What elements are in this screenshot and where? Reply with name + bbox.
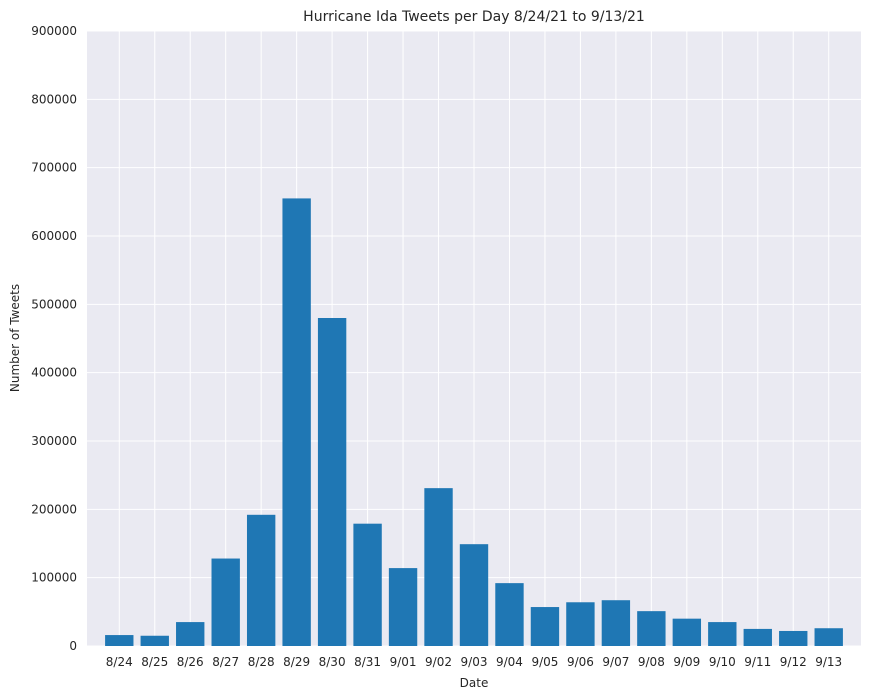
bar-8/31 bbox=[353, 523, 382, 646]
bar-8/27 bbox=[211, 558, 240, 646]
bar-8/25 bbox=[140, 635, 169, 646]
y-axis-label: Number of Tweets bbox=[8, 284, 22, 392]
y-tick-label: 500000 bbox=[31, 297, 77, 311]
y-tick-label: 200000 bbox=[31, 502, 77, 516]
x-tick-label: 9/03 bbox=[461, 655, 488, 669]
x-tick-label: 9/12 bbox=[780, 655, 807, 669]
x-tick-label: 8/29 bbox=[283, 655, 310, 669]
bar-9/09 bbox=[672, 618, 702, 646]
x-tick-label: 9/06 bbox=[567, 655, 594, 669]
x-axis-label: Date bbox=[460, 676, 489, 690]
x-tick-label: 9/11 bbox=[744, 655, 771, 669]
x-tick-label: 9/01 bbox=[390, 655, 417, 669]
x-tick-label: 8/30 bbox=[319, 655, 346, 669]
x-tick-label: 9/05 bbox=[531, 655, 558, 669]
bar-9/06 bbox=[566, 602, 595, 646]
bar-9/11 bbox=[743, 628, 772, 646]
x-tick-label: 9/09 bbox=[673, 655, 700, 669]
bar-9/02 bbox=[424, 488, 453, 646]
bar-8/30 bbox=[317, 318, 347, 646]
y-tick-label: 700000 bbox=[31, 161, 77, 175]
bar-9/08 bbox=[637, 611, 666, 646]
y-tick-label: 800000 bbox=[31, 92, 77, 106]
x-tick-label: 9/08 bbox=[638, 655, 665, 669]
x-tick-label: 8/24 bbox=[106, 655, 133, 669]
x-tick-label: 9/04 bbox=[496, 655, 523, 669]
bar-9/05 bbox=[530, 607, 560, 646]
bar-9/03 bbox=[459, 544, 489, 646]
x-tick-label: 9/13 bbox=[815, 655, 842, 669]
x-tick-labels: 8/24 8/25 8/26 8/27 8/28 8/29 8/30 8/31 9/01 9/02… bbox=[106, 655, 842, 669]
y-tick-label: 900000 bbox=[31, 24, 77, 38]
x-tick-label: 8/27 bbox=[212, 655, 239, 669]
bars bbox=[105, 198, 843, 646]
bar-9/10 bbox=[708, 622, 737, 646]
bar-9/07 bbox=[601, 600, 631, 646]
chart-title: Hurricane Ida Tweets per Day 8/24/21 to … bbox=[303, 9, 645, 25]
bar-8/28 bbox=[246, 514, 276, 646]
x-tick-label: 8/28 bbox=[248, 655, 275, 669]
bar-9/04 bbox=[495, 583, 524, 646]
bar-9/12 bbox=[779, 630, 808, 646]
bar-9/01 bbox=[388, 568, 418, 646]
bar-8/24 bbox=[105, 635, 134, 646]
x-tick-label: 8/25 bbox=[141, 655, 168, 669]
x-tick-label: 8/26 bbox=[177, 655, 204, 669]
y-tick-label: 600000 bbox=[31, 229, 77, 243]
x-tick-label: 9/07 bbox=[602, 655, 629, 669]
y-tick-labels: 0 100000 200000 300000 400000 500000 600000 700… bbox=[31, 24, 77, 653]
y-tick-label: 0 bbox=[69, 639, 77, 653]
y-tick-label: 100000 bbox=[31, 571, 77, 585]
x-tick-label: 9/02 bbox=[425, 655, 452, 669]
x-tick-label: 8/31 bbox=[354, 655, 381, 669]
bar-8/29 bbox=[282, 198, 311, 646]
x-tick-label: 9/10 bbox=[709, 655, 736, 669]
y-tick-label: 300000 bbox=[31, 434, 77, 448]
bar-9/13 bbox=[814, 628, 843, 646]
y-tick-label: 400000 bbox=[31, 366, 77, 380]
bar-8/26 bbox=[176, 622, 205, 646]
